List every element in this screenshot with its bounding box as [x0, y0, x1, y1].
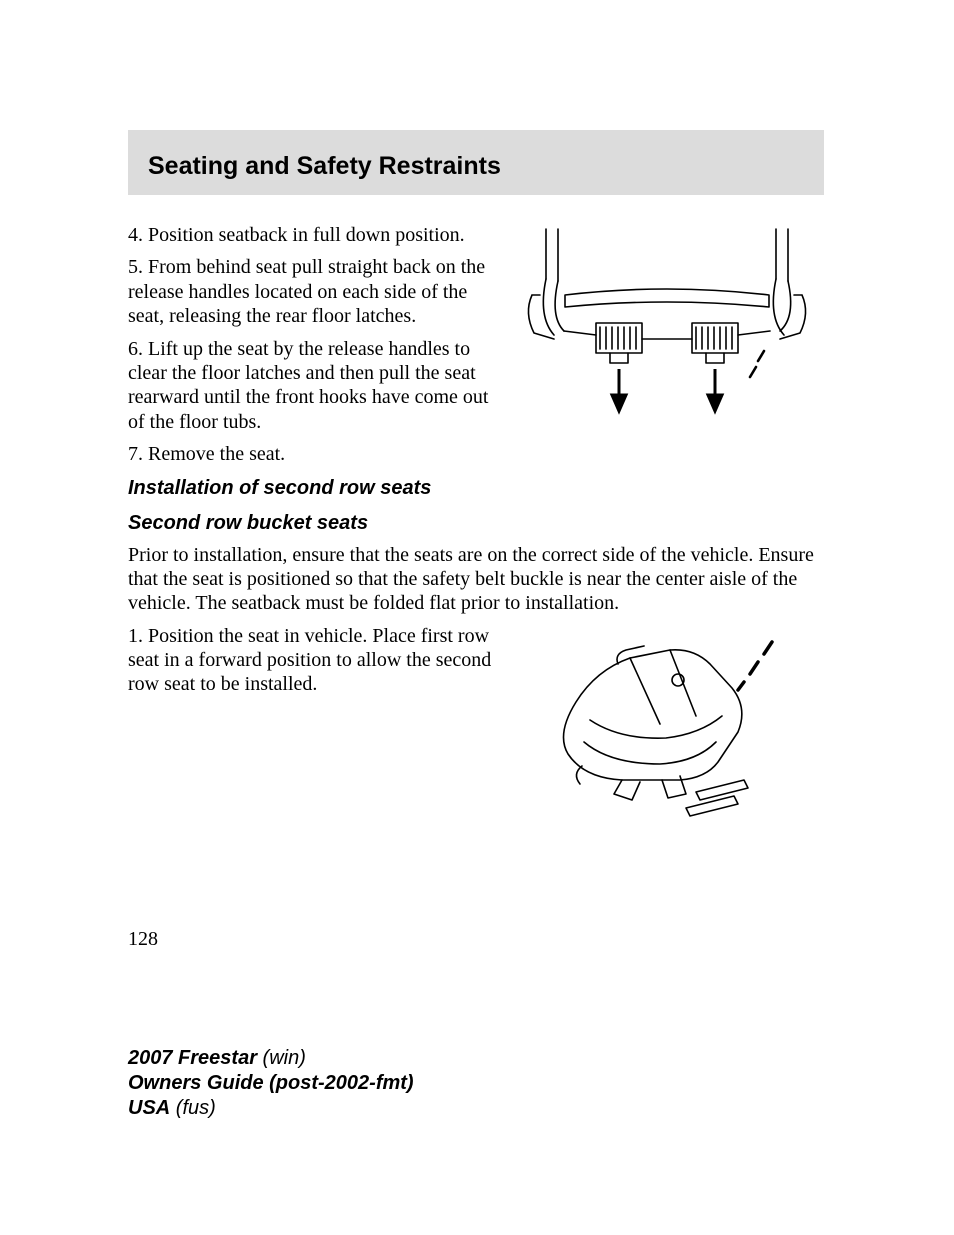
heading-bucket-seats: Second row bucket seats	[128, 512, 824, 535]
seat-rear-view-figure	[510, 223, 824, 423]
step-7: 7. Remove the seat.	[128, 442, 824, 466]
document-footer: 2007 Freestar (win) Owners Guide (post-2…	[128, 1046, 414, 1121]
section-header-bar: Seating and Safety Restraints	[128, 130, 824, 195]
page-content: 4. Position seatback in full down positi…	[128, 195, 824, 824]
heading-installation: Installation of second row seats	[128, 477, 824, 500]
footer-line-3: USA (fus)	[128, 1096, 414, 1121]
footer-model: 2007 Freestar	[128, 1047, 257, 1069]
seat-rear-svg	[510, 223, 824, 423]
footer-region-paren: (fus)	[176, 1097, 216, 1119]
footer-line-2: Owners Guide (post-2002-fmt)	[128, 1071, 414, 1096]
page-number: 128	[128, 928, 158, 951]
footer-guide: Owners Guide (post-2002-fmt)	[128, 1072, 414, 1094]
install-step-column: 1. Position the seat in vehicle. Place f…	[128, 624, 492, 824]
install-step-1: 1. Position the seat in vehicle. Place f…	[128, 624, 492, 697]
step-4: 4. Position seatback in full down positi…	[128, 223, 492, 247]
seat-install-svg	[510, 624, 824, 824]
install-intro: Prior to installation, ensure that the s…	[128, 543, 824, 616]
row-steps-with-figure: 4. Position seatback in full down positi…	[128, 223, 824, 442]
footer-line-1: 2007 Freestar (win)	[128, 1046, 414, 1071]
steps-column: 4. Position seatback in full down positi…	[128, 223, 492, 442]
footer-region: USA	[128, 1097, 170, 1119]
footer-model-paren: (win)	[263, 1047, 306, 1069]
section-title: Seating and Safety Restraints	[148, 152, 824, 181]
step-5: 5. From behind seat pull straight back o…	[128, 255, 492, 328]
row-install-with-figure: 1. Position the seat in vehicle. Place f…	[128, 624, 824, 824]
document-page: Seating and Safety Restraints 4. Positio…	[0, 0, 954, 1235]
step-6: 6. Lift up the seat by the release handl…	[128, 337, 492, 435]
seat-install-figure	[510, 624, 824, 824]
